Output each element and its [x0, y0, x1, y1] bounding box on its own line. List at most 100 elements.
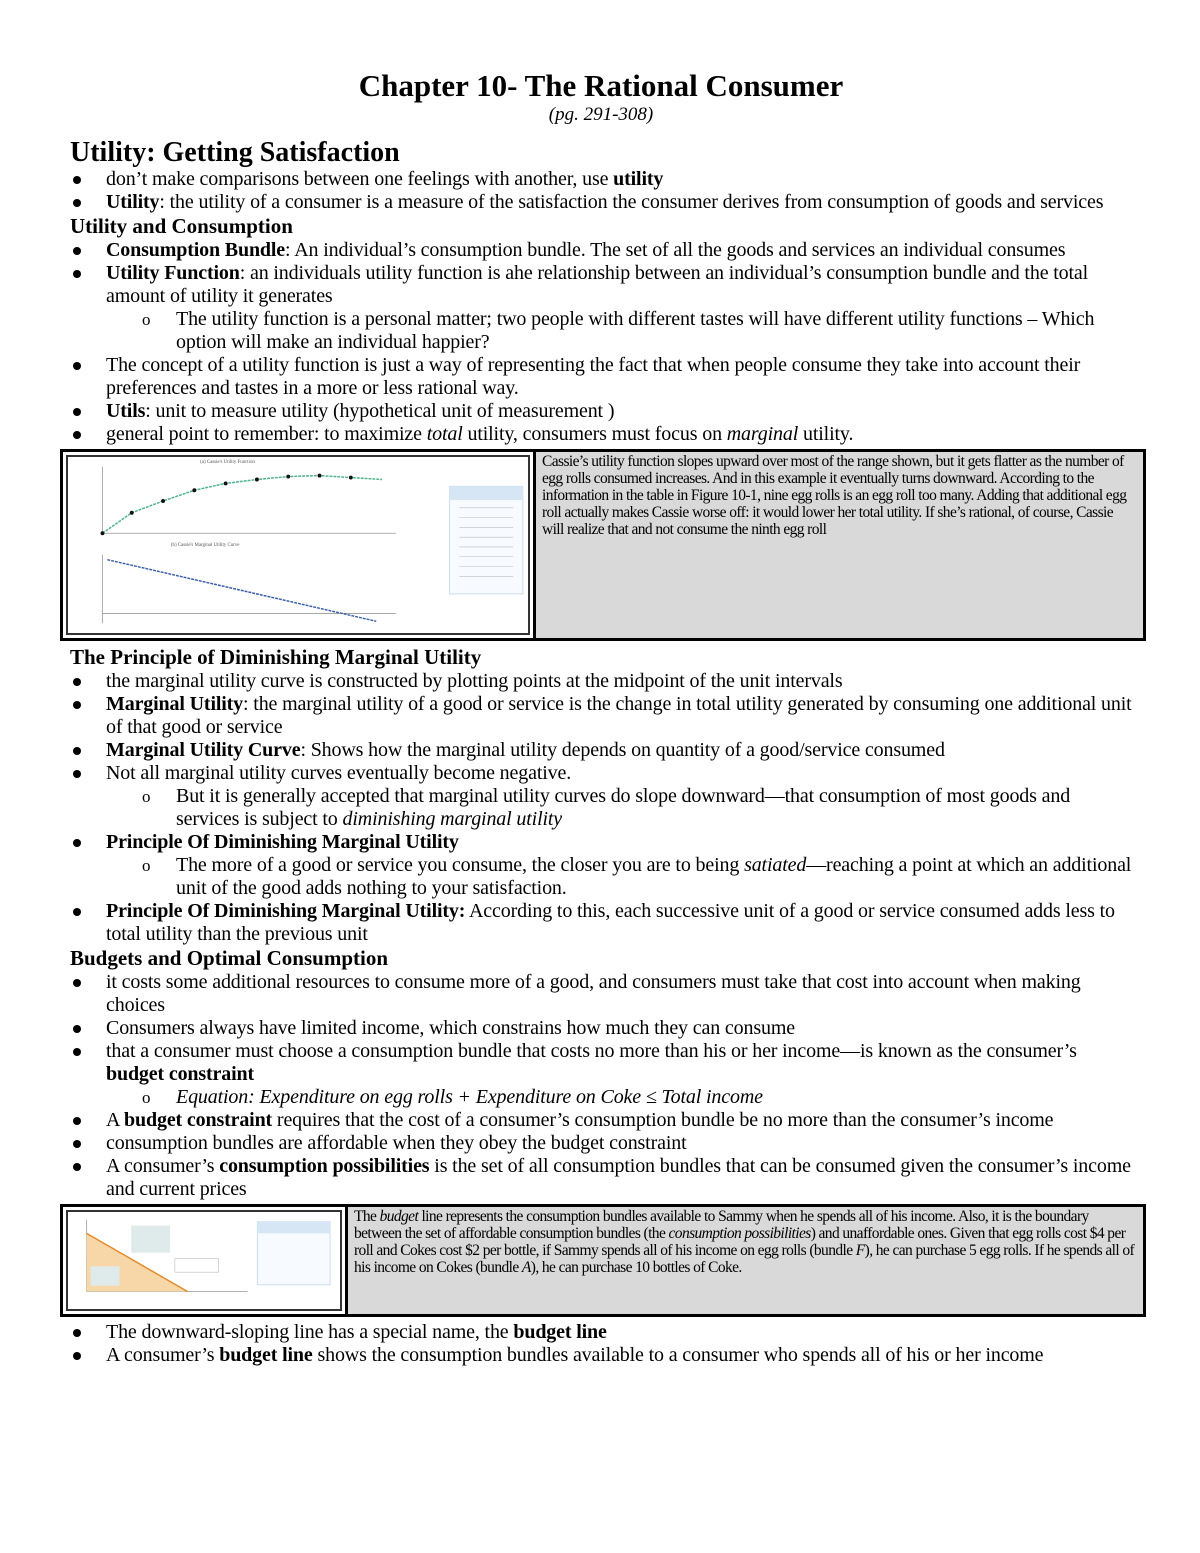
italic-text: A — [521, 1259, 531, 1276]
text-run: : the marginal utility of a good or serv… — [106, 693, 1132, 738]
bold-term: Utils — [106, 400, 146, 422]
list-item: general point to remember: to maximize t… — [70, 423, 1132, 446]
text-run: Utility: Getting Satisfaction — [70, 137, 400, 168]
text-run: The utility function is a personal matte… — [176, 308, 1095, 353]
svg-text:(a) Cassie's Utility Function: (a) Cassie's Utility Function — [200, 460, 255, 465]
svg-text:(b) Cassie's Marginal Utility: (b) Cassie's Marginal Utility Curve — [171, 543, 240, 548]
bold-term: budget constraint — [124, 1109, 273, 1131]
list-item: Not all marginal utility curves eventual… — [70, 762, 1132, 785]
text-run: A — [106, 1109, 125, 1131]
text-run: ), he can purchase 10 bottles of Coke. — [530, 1259, 743, 1276]
figure-caption: Cassie’s utility function slopes upward … — [536, 452, 1143, 638]
text-run: the marginal utility curve is constructe… — [106, 670, 843, 692]
bold-term: budget line — [219, 1344, 313, 1366]
italic-text: diminishing marginal utility — [342, 808, 563, 830]
text-run: : Shows how the marginal utility depends… — [300, 739, 945, 761]
list-item: Marginal Utility Curve: Shows how the ma… — [70, 739, 1132, 762]
list-item: Utility Function: an individuals utility… — [70, 262, 1132, 308]
text-run: that a consumer must choose a consumptio… — [106, 1040, 1077, 1062]
document-page: Chapter 10- The Rational Consumer (pg. 2… — [60, 68, 1146, 1367]
sub-list-item: o Equation: Expenditure on egg rolls + Ex… — [70, 1086, 1132, 1109]
text-run: is the set of all consumption bundles th… — [106, 1155, 1131, 1200]
text-run: The — [354, 1208, 380, 1225]
text-run: According to this, each successive unit … — [106, 900, 1115, 945]
text-run: Budgets and Optimal Consumption — [70, 946, 389, 970]
list-item: The concept of a utility function is jus… — [70, 354, 1132, 400]
list-item: that a consumer must choose a consumptio… — [70, 1040, 1132, 1086]
subsection-heading: Budgets and Optimal Consumption — [70, 946, 1132, 971]
sub-bullet-marker: o — [142, 787, 151, 806]
sub-list-item: o The utility function is a personal matt… — [70, 308, 1132, 354]
italic-text: total — [426, 423, 463, 445]
text-run: : unit to measure utility (hypothetical … — [145, 400, 615, 422]
italic-text: marginal — [726, 423, 799, 445]
bold-term: Consumption Bundle — [106, 239, 286, 261]
text-run: shows the consumption bundles available … — [312, 1344, 1044, 1366]
bold-term: utility — [613, 168, 664, 190]
sub-bullet-marker: o — [142, 856, 151, 875]
text-run: : an individuals utility function is ahe… — [106, 262, 1089, 307]
bold-term: Principle Of Diminishing Marginal Utilit… — [106, 900, 466, 922]
text-run: requires that the cost of a consumer’s c… — [272, 1109, 1054, 1131]
italic-text: Equation: Expenditure on egg rolls + Exp… — [176, 1086, 763, 1108]
italic-text: F — [855, 1242, 865, 1259]
bold-term: Utility Function — [106, 262, 240, 284]
text-run: The concept of a utility function is jus… — [106, 354, 1081, 399]
text-run: line represents the consumption bundles … — [354, 1208, 1089, 1242]
text-run: —reaching a point at which an additional… — [176, 854, 1132, 899]
italic-text: budget — [379, 1208, 419, 1225]
text-run: consumption bundles are affordable when … — [106, 1132, 687, 1154]
text-run: ) and unaffordable ones. Given that egg … — [354, 1225, 1126, 1259]
figure-image: (a) Cassie's Utility Function (b) Cassie… — [63, 452, 536, 638]
italic-text: consumption possibilities — [668, 1225, 812, 1242]
text-run: Consumers always have limited income, wh… — [106, 1017, 795, 1039]
text-run: general point to remember: to maximize — [106, 423, 427, 445]
sub-list-item: o But it is generally accepted that margi… — [70, 785, 1132, 831]
list-item: Marginal Utility: the marginal utility o… — [70, 693, 1132, 739]
list-item: Principle Of Diminishing Marginal Utilit… — [70, 900, 1132, 946]
text-run: But it is generally accepted that margin… — [176, 785, 1071, 830]
text-run: it costs some additional resources to co… — [106, 971, 1081, 1016]
text-run: The more of a good or service you consum… — [176, 854, 745, 876]
sub-bullet-marker: o — [142, 1088, 151, 1107]
text-run: utility. — [798, 423, 854, 445]
text-run: The downward-sloping line has a special … — [106, 1321, 514, 1343]
sub-bullet-marker: o — [142, 310, 151, 329]
text-run: ), he can purchase 5 egg rolls. If he sp… — [354, 1242, 1135, 1276]
text-run: A consumer’s — [106, 1155, 220, 1177]
bold-term: Utility — [106, 191, 160, 213]
list-item: The downward-sloping line has a special … — [70, 1321, 1132, 1344]
text-run: utility, consumers must focus on — [462, 423, 727, 445]
text-run: : An individual’s consumption bundle. Th… — [285, 239, 1066, 261]
sub-list-item: o The more of a good or service you consu… — [70, 854, 1132, 900]
list-item: consumption bundles are affordable when … — [70, 1132, 1132, 1155]
list-item: A budget constraint requires that the co… — [70, 1109, 1132, 1132]
bold-term: Principle Of Diminishing Marginal Utilit… — [106, 831, 459, 853]
text-run: The Principle of Diminishing Marginal Ut… — [70, 645, 482, 669]
list-item: Consumption Bundle: An individual’s cons… — [70, 239, 1132, 262]
list-item: A consumer’s budget line shows the consu… — [70, 1344, 1132, 1367]
section-heading: Utility: Getting Satisfaction — [70, 138, 1132, 168]
text-run: Not all marginal utility curves eventual… — [106, 762, 572, 784]
list-item: A consumer’s consumption possibilities i… — [70, 1155, 1132, 1201]
text-run: don’t make comparisons between one feeli… — [106, 168, 614, 190]
page-range: (pg. 291-308) — [548, 104, 654, 125]
text-run: : the utility of a consumer is a measure… — [159, 191, 1104, 213]
text-run: A consumer’s — [106, 1344, 220, 1366]
page-title: Chapter 10- The Rational Consumer — [358, 68, 844, 103]
utility-figure-box: (a) Cassie's Utility Function (b) Cassie… — [60, 449, 1146, 641]
bold-term: Marginal Utility Curve — [106, 739, 301, 761]
list-item: Utils: unit to measure utility (hypothet… — [70, 400, 1132, 423]
list-item: the marginal utility curve is constructe… — [70, 670, 1132, 693]
bold-term: consumption possibilities — [219, 1155, 430, 1177]
subsection-heading: The Principle of Diminishing Marginal Ut… — [70, 645, 1132, 670]
figure-caption: The budget line represents the consumpti… — [348, 1207, 1143, 1314]
budget-line-figure — [86, 1219, 331, 1293]
bold-term: budget constraint — [106, 1063, 255, 1085]
bold-term: Marginal Utility — [106, 693, 244, 715]
text-run: Cassie’s utility function slopes upward … — [542, 453, 1127, 538]
utility-curves-figure: (a) Cassie's Utility Function (b) Cassie… — [100, 460, 524, 624]
list-item: Consumers always have limited income, wh… — [70, 1017, 1132, 1040]
italic-text: satiated — [744, 854, 807, 876]
list-item: don’t make comparisons between one feeli… — [70, 168, 1132, 191]
